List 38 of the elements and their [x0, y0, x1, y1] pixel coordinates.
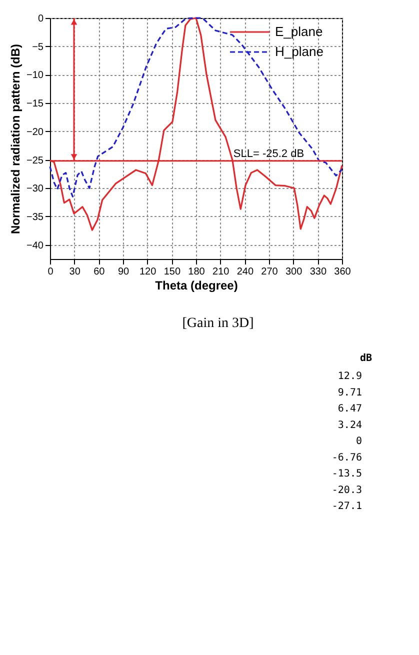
text: 3.24 — [338, 420, 362, 431]
text: -27.1 — [332, 501, 362, 512]
text: -13.5 — [332, 468, 362, 480]
y-tick-label: −35 — [26, 212, 44, 223]
text: [Gain in 3D] — [182, 316, 254, 331]
y-tick-label: −15 — [26, 98, 44, 110]
text: -6.76 — [332, 452, 362, 464]
x-tick-label: 270 — [261, 266, 278, 278]
x-tick-label: 300 — [285, 266, 303, 278]
x-tick-label: 60 — [94, 266, 106, 278]
legend-label: H_plane — [275, 44, 324, 59]
legend-label: E_plane — [275, 24, 323, 39]
x-tick-label: 0 — [48, 266, 54, 278]
x-tick-label: 180 — [188, 266, 206, 278]
x-axis-title: Theta (degree) — [155, 278, 238, 292]
x-tick-label: 360 — [334, 266, 352, 278]
x-tick-label: 120 — [139, 266, 157, 278]
y-tick-label: −5 — [32, 42, 44, 53]
y-tick-label: −25 — [26, 155, 44, 166]
text: 0 — [356, 436, 362, 447]
y-tick-label: 0 — [38, 14, 44, 24]
text: -20.3 — [332, 484, 362, 496]
x-tick-label: 240 — [236, 266, 254, 278]
x-tick-label: 330 — [310, 266, 327, 278]
x-tick-label: 30 — [69, 266, 81, 278]
y-axis-title: Normalized radiation pattern (dB) — [8, 44, 23, 234]
text: 6.47 — [338, 404, 362, 414]
y-tick-label: −40 — [26, 240, 44, 252]
x-tick-label: 150 — [164, 266, 181, 278]
y-tick-label: −20 — [26, 126, 44, 138]
y-tick-label: −30 — [26, 184, 44, 195]
ref-line-label: SLL= -25.2 dB — [233, 148, 304, 160]
x-tick-label: 90 — [118, 266, 130, 278]
text: 12.9 — [338, 371, 362, 382]
text: dB — [360, 353, 372, 364]
text: 9.71 — [338, 387, 362, 398]
y-tick-label: −10 — [26, 70, 44, 82]
x-tick-label: 210 — [212, 266, 230, 278]
